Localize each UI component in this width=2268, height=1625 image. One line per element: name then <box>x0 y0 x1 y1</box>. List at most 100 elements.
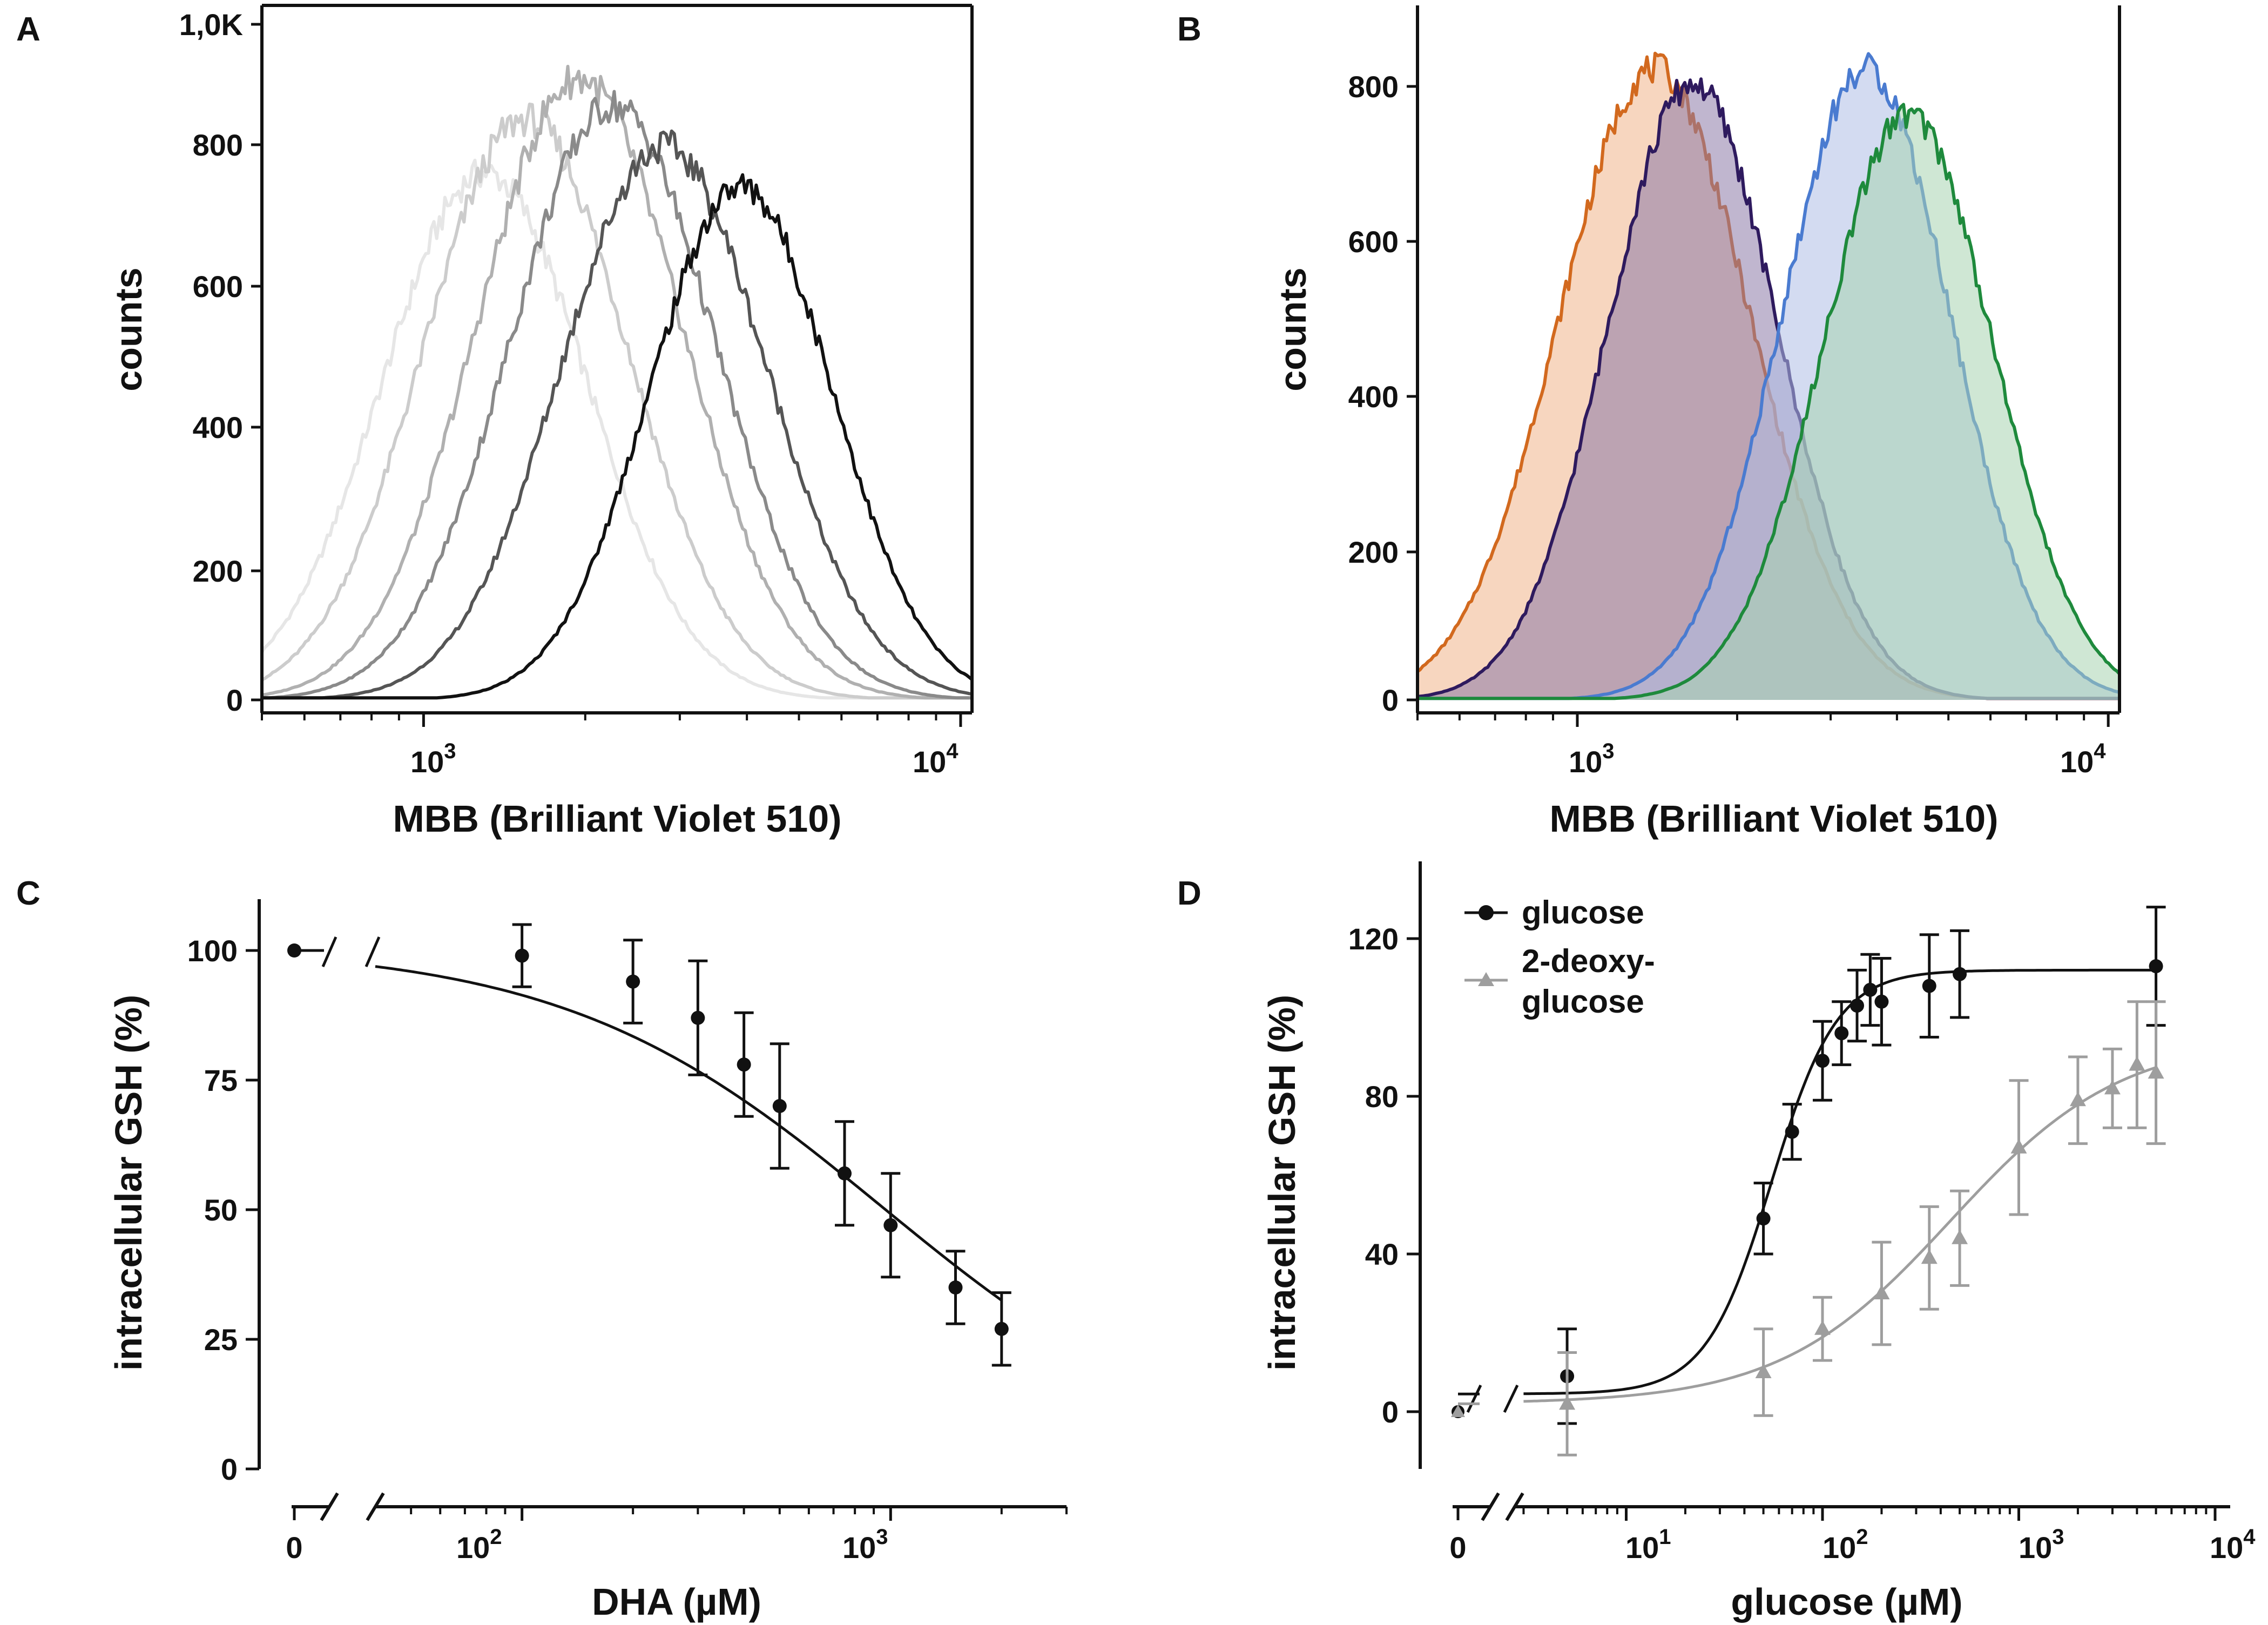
panel-b-ytick-label: 400 <box>1348 380 1399 414</box>
panel-b-ytick-label: 0 <box>1382 683 1399 717</box>
panel-c-curve-break-mark <box>364 936 381 967</box>
panel-c-point <box>948 1280 963 1294</box>
panel-c-curve-break-mark <box>321 936 338 967</box>
panel-c-y-label: intracellular GSH (%) <box>107 995 150 1371</box>
panel-d-point-glucose <box>1756 1211 1771 1226</box>
panel-d-point-deoxy <box>2104 1080 2121 1095</box>
panel-b-xtick-1e4: 104 <box>2060 739 2106 779</box>
legend-glucose-marker <box>1479 905 1494 920</box>
panel-d-x-minor-ticks <box>1522 1507 2217 1521</box>
panel-c-x-label: DHA (µM) <box>592 1581 761 1623</box>
panel-d-point-glucose <box>1874 994 1889 1009</box>
panel-a-histogram-5 <box>262 129 973 700</box>
panel-a-histogram-6 <box>262 173 973 700</box>
panel-d-point-deoxy <box>1559 1395 1576 1410</box>
panel-d-point-glucose <box>1863 982 1878 997</box>
panel-d-point-glucose <box>1815 1054 1830 1068</box>
panel-d-xtick-1e2: 102 <box>1823 1525 1868 1565</box>
panel-c-point <box>691 1010 705 1025</box>
panel-a: A 0 200 400 600 800 1,0K 103 104 MBB (Br… <box>16 4 974 840</box>
panel-a-y-ticks: 0 200 400 600 800 1,0K <box>179 8 262 717</box>
panel-b-curves <box>1416 51 2121 700</box>
panel-d-letter: D <box>1177 875 1202 912</box>
panel-d-point-glucose <box>1922 979 1936 993</box>
panel-c-x-tick-labels: 0 102 103 <box>286 1525 888 1565</box>
panel-a-ytick-label: 400 <box>193 410 243 444</box>
panel-c-point <box>515 948 529 963</box>
panel-c-ytick-label: 0 <box>221 1452 238 1486</box>
panel-b-ytick-label: 800 <box>1348 70 1399 104</box>
panel-d-point-glucose <box>2149 959 2163 974</box>
panel-b-ytick-label: 200 <box>1348 535 1399 569</box>
panel-d-point-deoxy <box>2129 1056 2145 1071</box>
panel-d-point-deoxy <box>1921 1249 1938 1264</box>
panel-a-y-label: counts <box>107 267 150 391</box>
panel-d-y-label: intracellular GSH (%) <box>1261 995 1303 1371</box>
panel-d-xtick-1e1: 101 <box>1625 1525 1671 1565</box>
panel-c-fit-curve <box>375 965 1003 1302</box>
legend-deoxy-marker <box>1478 972 1494 986</box>
panel-d: D 0 40 80 120 0 101 102 103 104 <box>1177 861 2256 1623</box>
panel-d-point-deoxy <box>2010 1138 2027 1154</box>
panel-d-x-tick-labels: 0 101 102 103 104 <box>1449 1525 2256 1565</box>
panel-b-xtick-1e3: 103 <box>1569 739 1615 779</box>
panel-d-point-glucose <box>1785 1124 1799 1139</box>
panel-d-point-deoxy <box>1952 1229 1968 1244</box>
panel-d-point-glucose <box>1953 967 1967 981</box>
panel-c-xtick-1e2: 102 <box>456 1525 502 1565</box>
panel-a-x-label: MBB (Brilliant Violet 510) <box>393 798 841 840</box>
panel-c-ytick-label: 25 <box>204 1323 238 1357</box>
panel-c-letter: C <box>16 875 40 912</box>
legend-deoxy-label-line2: glucose <box>1522 983 1644 1020</box>
panel-c-point <box>737 1057 751 1072</box>
panel-a-ytick-label: 600 <box>193 269 243 304</box>
panel-c: C 0 25 50 75 100 0 102 103 D <box>16 875 1068 1623</box>
panel-b-x-tick-labels: 103 104 <box>1569 739 2106 779</box>
panel-a-ytick-label: 0 <box>226 683 243 717</box>
legend-deoxy-label-line1: 2-deoxy- <box>1522 943 1655 979</box>
panel-a-x-minor-ticks <box>261 713 962 727</box>
panel-d-point-glucose <box>1834 1026 1849 1041</box>
panel-b-y-label: counts <box>1272 267 1314 391</box>
panel-d-point-deoxy <box>1755 1364 1772 1378</box>
panel-b-histogram-line-green <box>1418 103 2121 700</box>
panel-c-x-minor-ticks <box>410 1507 1068 1521</box>
panel-c-ytick-label: 75 <box>204 1063 238 1097</box>
panel-b: B 0 200 400 600 800 103 104 MBB (Brillia… <box>1177 5 2121 840</box>
panel-b-ytick-label: 600 <box>1348 225 1399 259</box>
panel-d-fit-curve-deoxy <box>1523 1066 2157 1403</box>
panel-c-xtick-1e3: 103 <box>842 1525 888 1565</box>
panel-a-ytick-label: 200 <box>193 554 243 588</box>
panel-b-x-label: MBB (Brilliant Violet 510) <box>1549 798 1998 840</box>
panel-a-histogram-4 <box>262 90 972 700</box>
panel-b-y-ticks: 0 200 400 600 800 <box>1348 70 1418 717</box>
panel-d-y-ticks: 0 40 80 120 <box>1348 922 1420 1429</box>
panel-a-xtick-1e4: 104 <box>913 739 959 779</box>
panel-a-x-tick-labels: 103 104 <box>410 739 959 779</box>
panel-b-x-minor-ticks <box>1416 713 2110 727</box>
panel-d-ytick-label: 120 <box>1348 922 1399 956</box>
panel-d-fit-curve-glucose <box>1523 968 2156 1395</box>
panel-d-point-deoxy <box>2069 1091 2086 1107</box>
panel-a-xtick-1e3: 103 <box>410 739 456 779</box>
panel-c-point <box>626 974 640 989</box>
panel-c-point-zero <box>287 943 301 958</box>
panel-d-curve-break-mark <box>1503 1384 1519 1413</box>
panel-d-point-zero-deoxy <box>1451 1405 1465 1417</box>
panel-d-x-label: glucose (µM) <box>1731 1581 1962 1623</box>
panel-d-point-deoxy <box>1814 1320 1831 1335</box>
panel-c-point <box>772 1099 787 1113</box>
panel-c-plot <box>287 923 1011 1367</box>
panel-d-plot <box>1451 906 2166 1457</box>
panel-d-ytick-label: 80 <box>1365 1080 1399 1114</box>
legend-glucose-label: glucose <box>1522 894 1644 931</box>
panel-a-histogram-3 <box>261 65 972 700</box>
panel-c-ytick-label: 50 <box>204 1193 238 1227</box>
panel-d-x-axis-break-mark <box>1481 1492 1500 1521</box>
panel-a-ytick-label: 1,0K <box>179 8 243 42</box>
panel-d-xtick-1e3: 103 <box>2019 1525 2064 1565</box>
panel-d-legend: glucose 2-deoxy- glucose <box>1464 894 1655 1020</box>
panel-c-y-ticks: 0 25 50 75 100 <box>187 934 259 1486</box>
panel-a-ytick-label: 800 <box>193 128 243 162</box>
panel-d-ytick-label: 40 <box>1365 1237 1399 1271</box>
